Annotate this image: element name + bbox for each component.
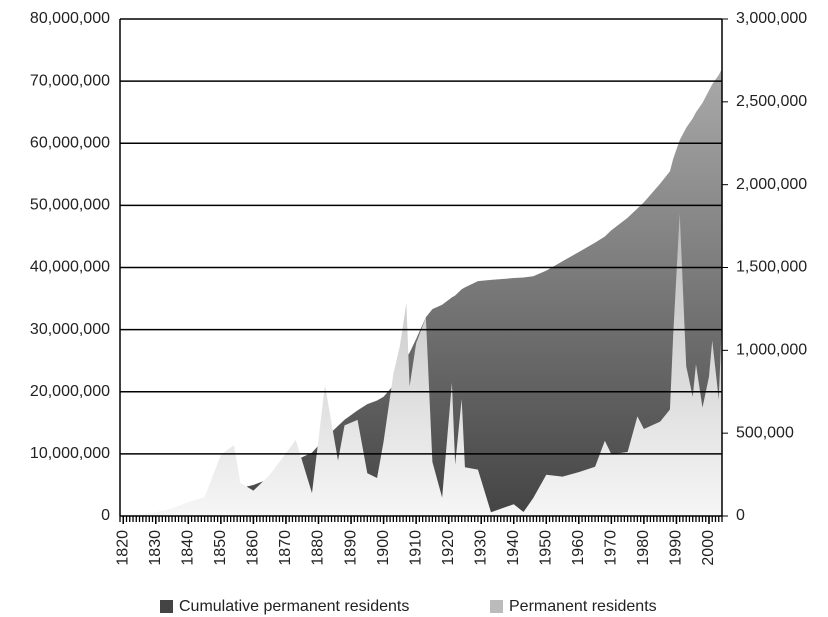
x-tick-label: 1940 xyxy=(505,530,522,566)
y2-tick-label: 0 xyxy=(736,507,745,524)
x-tick-label: 2000 xyxy=(700,530,717,566)
y-tick-label: 20,000,000 xyxy=(30,383,110,400)
y2-tick-label: 3,000,000 xyxy=(736,10,807,27)
area xyxy=(123,68,722,516)
x-tick-label: 1860 xyxy=(245,530,262,566)
x-tick-label: 1920 xyxy=(440,530,457,566)
x-tick-label: 1980 xyxy=(635,530,652,566)
x-tick-label: 1930 xyxy=(472,530,489,566)
y-tick-label: 0 xyxy=(101,507,110,524)
x-tick-label: 1970 xyxy=(603,530,620,566)
x-tick-label: 1950 xyxy=(537,530,554,566)
x-tick-label: 1840 xyxy=(180,530,197,566)
y-tick-label: 50,000,000 xyxy=(30,197,110,214)
y-tick-label: 40,000,000 xyxy=(30,259,110,276)
y-tick-label: 10,000,000 xyxy=(30,445,110,462)
x-tick-label: 1820 xyxy=(114,530,131,566)
x-tick-label: 1870 xyxy=(277,530,294,566)
x-tick-label: 1910 xyxy=(407,530,424,566)
legend-label: Permanent residents xyxy=(509,598,657,615)
x-tick-label: 1990 xyxy=(668,530,685,566)
legend-swatch xyxy=(490,600,503,613)
legend-label: Cumulative permanent residents xyxy=(179,598,409,615)
y-tick-label: 70,000,000 xyxy=(30,72,110,89)
y2-tick-label: 1,000,000 xyxy=(736,342,807,359)
y2-tick-label: 500,000 xyxy=(736,424,794,441)
x-tick-label: 1890 xyxy=(342,530,359,566)
y2-tick-label: 2,000,000 xyxy=(736,176,807,193)
x-tick-label: 1900 xyxy=(375,530,392,566)
y-tick-label: 80,000,000 xyxy=(30,10,110,27)
area xyxy=(123,213,722,516)
y-tick-label: 60,000,000 xyxy=(30,134,110,151)
x-tick-label: 1830 xyxy=(147,530,164,566)
y-tick-label: 30,000,000 xyxy=(30,321,110,338)
x-tick-label: 1850 xyxy=(212,530,229,566)
y2-tick-label: 2,500,000 xyxy=(736,93,807,110)
legend-swatch xyxy=(160,600,173,613)
x-tick-label: 1880 xyxy=(310,530,327,566)
y2-tick-label: 1,500,000 xyxy=(736,259,807,276)
x-tick-label: 1960 xyxy=(570,530,587,566)
